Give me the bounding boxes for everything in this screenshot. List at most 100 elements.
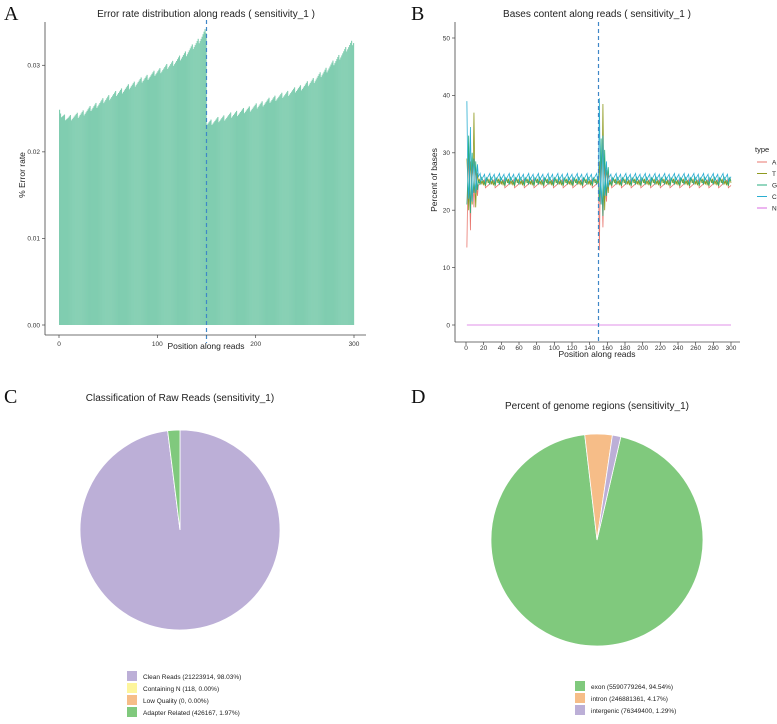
chart-a-title: Error rate distribution along reads ( se… [97,9,315,20]
bar-a-178 [233,114,235,326]
bar-a-121 [177,59,179,326]
bar-a-175 [230,112,232,325]
legend-swatch [127,683,137,693]
a-ytick-label: 0.01 [27,236,40,243]
bar-a-147 [202,34,204,325]
legend-label: intron (246881361, 4.17%) [591,696,668,703]
bar-a-97 [153,70,155,326]
bar-a-292 [345,47,347,326]
bar-a-264 [317,75,319,325]
bar-a-276 [329,66,331,325]
panel-b-letter: B [411,3,424,25]
bar-a-245 [298,86,301,326]
bar-a-265 [318,74,320,325]
bar-a-146 [201,36,203,325]
bar-a-246 [299,85,302,326]
bar-a-186 [240,110,243,326]
bar-a-103 [159,68,161,325]
chart-b-legend-title: type [755,145,769,154]
b-xtick-label: 60 [515,345,523,352]
bar-a-110 [166,63,168,326]
bar-a-195 [249,111,251,325]
b-xtick-label: 140 [584,345,595,352]
bar-a-248 [301,88,304,325]
bar-a-296 [349,45,351,325]
bar-a-15 [72,117,74,325]
bar-a-37 [94,104,96,325]
bar-a-28 [85,112,87,325]
bar-a-17 [74,115,76,326]
bar-a-39 [96,107,98,325]
bar-a-289 [342,53,344,326]
bar-a-136 [191,44,193,326]
chart-a-ylabel: % Error rate [17,152,27,198]
b-ytick-label: 0 [446,322,450,329]
bar-a-23 [80,113,82,326]
b-ytick-label: 50 [443,35,451,42]
bar-a-173 [228,115,230,326]
chart-d-legend: exon (5590779264, 94.54%) intron (2468813… [575,681,676,715]
bar-a-165 [220,119,222,325]
bar-a-231 [285,93,287,325]
bar-a-85 [141,82,143,325]
bar-a-164 [219,120,221,325]
bar-a-287 [340,57,342,325]
bar-a-96 [152,72,154,326]
bar-a-70 [126,85,128,326]
bar-a-157 [212,123,214,325]
bar-a-216 [270,101,272,326]
bar-a-286 [339,59,341,326]
bar-a-133 [188,50,190,326]
b-xtick-label: 300 [726,345,737,352]
bar-a-91 [147,79,149,325]
bar-a-102 [158,69,160,325]
bar-a-211 [265,102,267,325]
bar-a-19 [76,112,78,325]
bar-a-274 [327,70,329,325]
bar-a-235 [289,94,291,325]
bar-a-200 [254,104,256,325]
bar-a-5 [62,115,65,326]
bar-a-44 [101,99,103,325]
bar-a-107 [163,68,165,325]
legend-label: intergenic (76349400, 1.29%) [591,708,676,715]
bar-a-277 [330,64,332,325]
bar-a-201 [255,103,257,325]
bar-a-101 [157,71,159,325]
bar-a-12 [69,115,71,325]
a-xtick-label: 200 [250,341,261,348]
bar-a-158 [213,122,215,325]
bar-a-36 [93,106,95,325]
b-ytick-label: 20 [443,208,451,215]
b-xtick-label: 160 [602,345,613,352]
bar-a-221 [275,100,277,326]
bar-a-2 [59,113,62,325]
bar-a-1 [59,109,61,325]
b-xtick-label: 180 [620,345,631,352]
bar-a-152 [207,123,209,325]
bar-a-247 [300,90,303,325]
bar-a-84 [140,77,142,326]
bar-a-251 [304,84,306,325]
bar-a-210 [264,103,266,326]
bar-a-206 [260,102,262,325]
bar-a-300 [353,43,355,325]
bar-a-77 [133,81,135,325]
legend-swatch [575,681,585,691]
pie-slice [596,434,622,541]
bar-a-273 [326,72,328,325]
bar-a-134 [189,48,191,325]
bar-a-275 [328,68,330,326]
bar-a-230 [284,95,286,325]
bar-a-68 [124,88,127,325]
bar-a-20 [77,118,79,326]
bar-a-82 [138,80,140,325]
bar-a-11 [68,116,70,325]
bar-a-123 [178,55,181,326]
bar-a-56 [113,94,115,325]
bar-a-114 [170,64,172,325]
chart-b-yticks: 0 10 20 30 40 50 [443,35,455,329]
bar-a-144 [199,41,201,326]
bar-a-255 [308,84,310,325]
